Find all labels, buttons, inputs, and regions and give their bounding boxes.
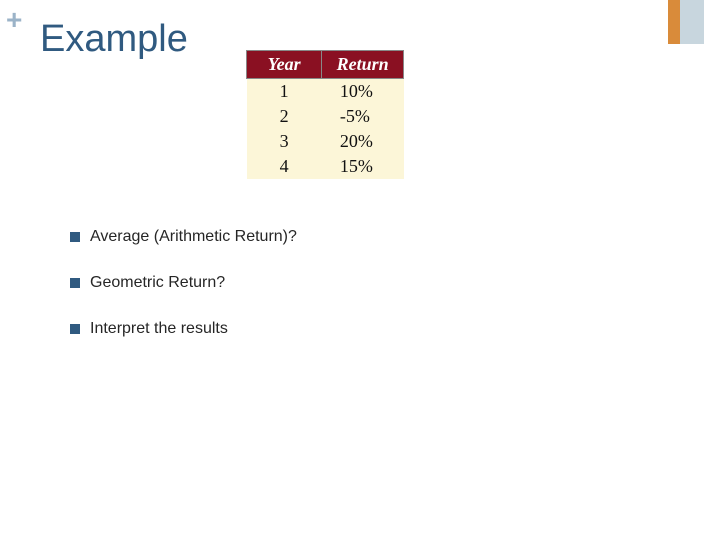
bullet-square-icon <box>70 324 80 334</box>
cell-return: 10% <box>322 79 404 105</box>
cell-return: -5% <box>322 104 404 129</box>
bullet-square-icon <box>70 278 80 288</box>
accent-bar-orange <box>668 0 680 44</box>
cell-year: 2 <box>247 104 322 129</box>
table-row: 4 15% <box>247 154 404 179</box>
table-row: 2 -5% <box>247 104 404 129</box>
col-year-header: Year <box>247 51 322 79</box>
list-item: Interpret the results <box>70 320 297 338</box>
returns-table: Year Return 1 10% 2 -5% 3 20% 4 <box>246 50 404 179</box>
bullet-text: Average (Arithmetic Return)? <box>90 228 297 246</box>
bullet-text: Interpret the results <box>90 320 228 338</box>
cell-return: 20% <box>322 129 404 154</box>
plus-decor: + <box>6 4 22 36</box>
table-row: 1 10% <box>247 79 404 105</box>
slide: + Example Year Return 1 10% 2 -5% <box>0 0 720 540</box>
bullet-list: Average (Arithmetic Return)? Geometric R… <box>70 228 297 366</box>
bullet-text: Geometric Return? <box>90 274 225 292</box>
cell-year: 4 <box>247 154 322 179</box>
list-item: Average (Arithmetic Return)? <box>70 228 297 246</box>
col-return-header: Return <box>322 51 404 79</box>
slide-title: Example <box>40 18 188 61</box>
cell-return: 15% <box>322 154 404 179</box>
cell-year: 1 <box>247 79 322 105</box>
cell-year: 3 <box>247 129 322 154</box>
list-item: Geometric Return? <box>70 274 297 292</box>
table-row: 3 20% <box>247 129 404 154</box>
accent-bar-blue <box>680 0 704 44</box>
bullet-square-icon <box>70 232 80 242</box>
